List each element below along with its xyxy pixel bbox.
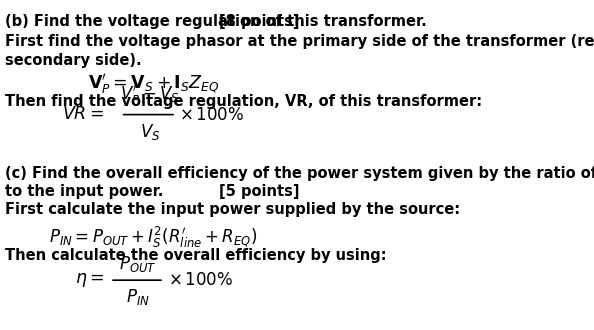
Text: First calculate the input power supplied by the source:: First calculate the input power supplied… (5, 202, 460, 217)
Text: (b) Find the voltage regulation of this transformer.: (b) Find the voltage regulation of this … (5, 15, 427, 29)
Text: $P_{IN}$: $P_{IN}$ (125, 287, 149, 307)
Text: $\times\, 100\%$: $\times\, 100\%$ (179, 106, 244, 124)
Text: $\eta = $: $\eta = $ (75, 271, 104, 289)
Text: $\mathbf{V}_P^{\prime} = \mathbf{V}_S + \mathbf{I}_S Z_{EQ}$: $\mathbf{V}_P^{\prime} = \mathbf{V}_S + … (87, 72, 219, 96)
Text: [5 points]: [5 points] (219, 184, 299, 199)
Text: [8 points]: [8 points] (219, 15, 299, 29)
Text: to the input power.: to the input power. (5, 184, 164, 199)
Text: (c) Find the overall efficiency of the power system given by the ratio of the ou: (c) Find the overall efficiency of the p… (5, 166, 594, 181)
Text: $V_S$: $V_S$ (140, 122, 160, 142)
Text: $P_{IN} = P_{OUT} + I_S^2(R_{line}^{\prime} + R_{EQ})$: $P_{IN} = P_{OUT} + I_S^2(R_{line}^{\pri… (49, 224, 257, 250)
Text: Then calculate the overall efficiency by using:: Then calculate the overall efficiency by… (5, 248, 387, 263)
Text: $\times\, 100\%$: $\times\, 100\%$ (168, 271, 233, 289)
Text: secondary side).: secondary side). (5, 53, 142, 68)
Text: First find the voltage phasor at the primary side of the transformer (referred t: First find the voltage phasor at the pri… (5, 34, 594, 49)
Text: $\mathit{VR} = $: $\mathit{VR} = $ (62, 105, 104, 123)
Text: Then find the voltage regulation, VR, of this transformer:: Then find the voltage regulation, VR, of… (5, 94, 482, 109)
Text: $P_{OUT}$: $P_{OUT}$ (119, 254, 156, 274)
Text: $V_P^{\prime} - V_S$: $V_P^{\prime} - V_S$ (121, 83, 180, 107)
